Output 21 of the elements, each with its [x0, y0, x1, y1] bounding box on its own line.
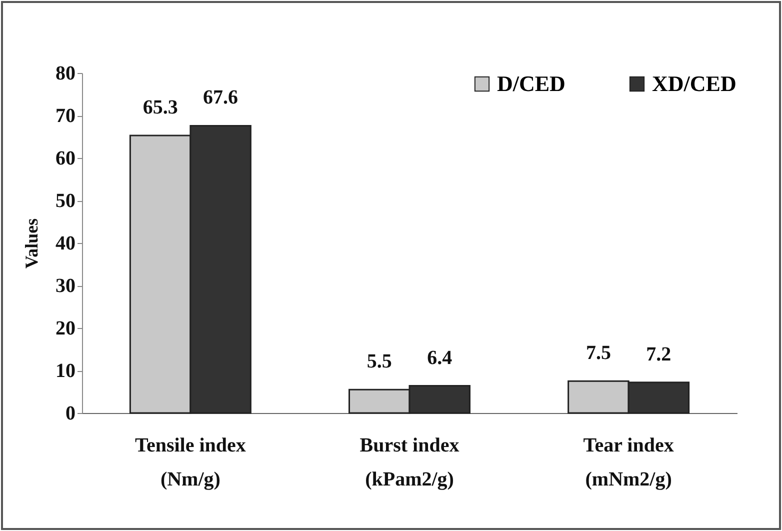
legend-label: D/CED [497, 71, 566, 96]
y-tick-label: 40 [56, 232, 76, 254]
y-tick-label: 30 [56, 275, 76, 297]
data-label: 6.4 [427, 346, 452, 369]
y-tick-label: 20 [56, 318, 76, 340]
data-label: 65.3 [142, 96, 178, 118]
y-tick-label: 80 [56, 62, 76, 84]
legend-label: XD/CED [652, 71, 736, 96]
x-tick-label: Tensile index (Nm/g) [134, 434, 246, 490]
x-tick-label: Tear index (mNm2/g) [583, 434, 674, 490]
y-tick-label: 60 [56, 148, 76, 170]
y-tick-label: 50 [56, 190, 76, 212]
y-tick-label: 0 [66, 402, 76, 424]
x-tick-label: Burst index (kPam2/g) [360, 434, 460, 490]
data-label: 7.5 [586, 342, 611, 364]
data-label: 5.5 [366, 350, 392, 373]
data-label: 67.6 [203, 86, 238, 109]
y-tick-label: 10 [56, 360, 76, 382]
y-axis-title: Values [22, 218, 42, 269]
y-tick-label: 70 [56, 105, 76, 127]
data-label: 7.2 [646, 343, 672, 366]
